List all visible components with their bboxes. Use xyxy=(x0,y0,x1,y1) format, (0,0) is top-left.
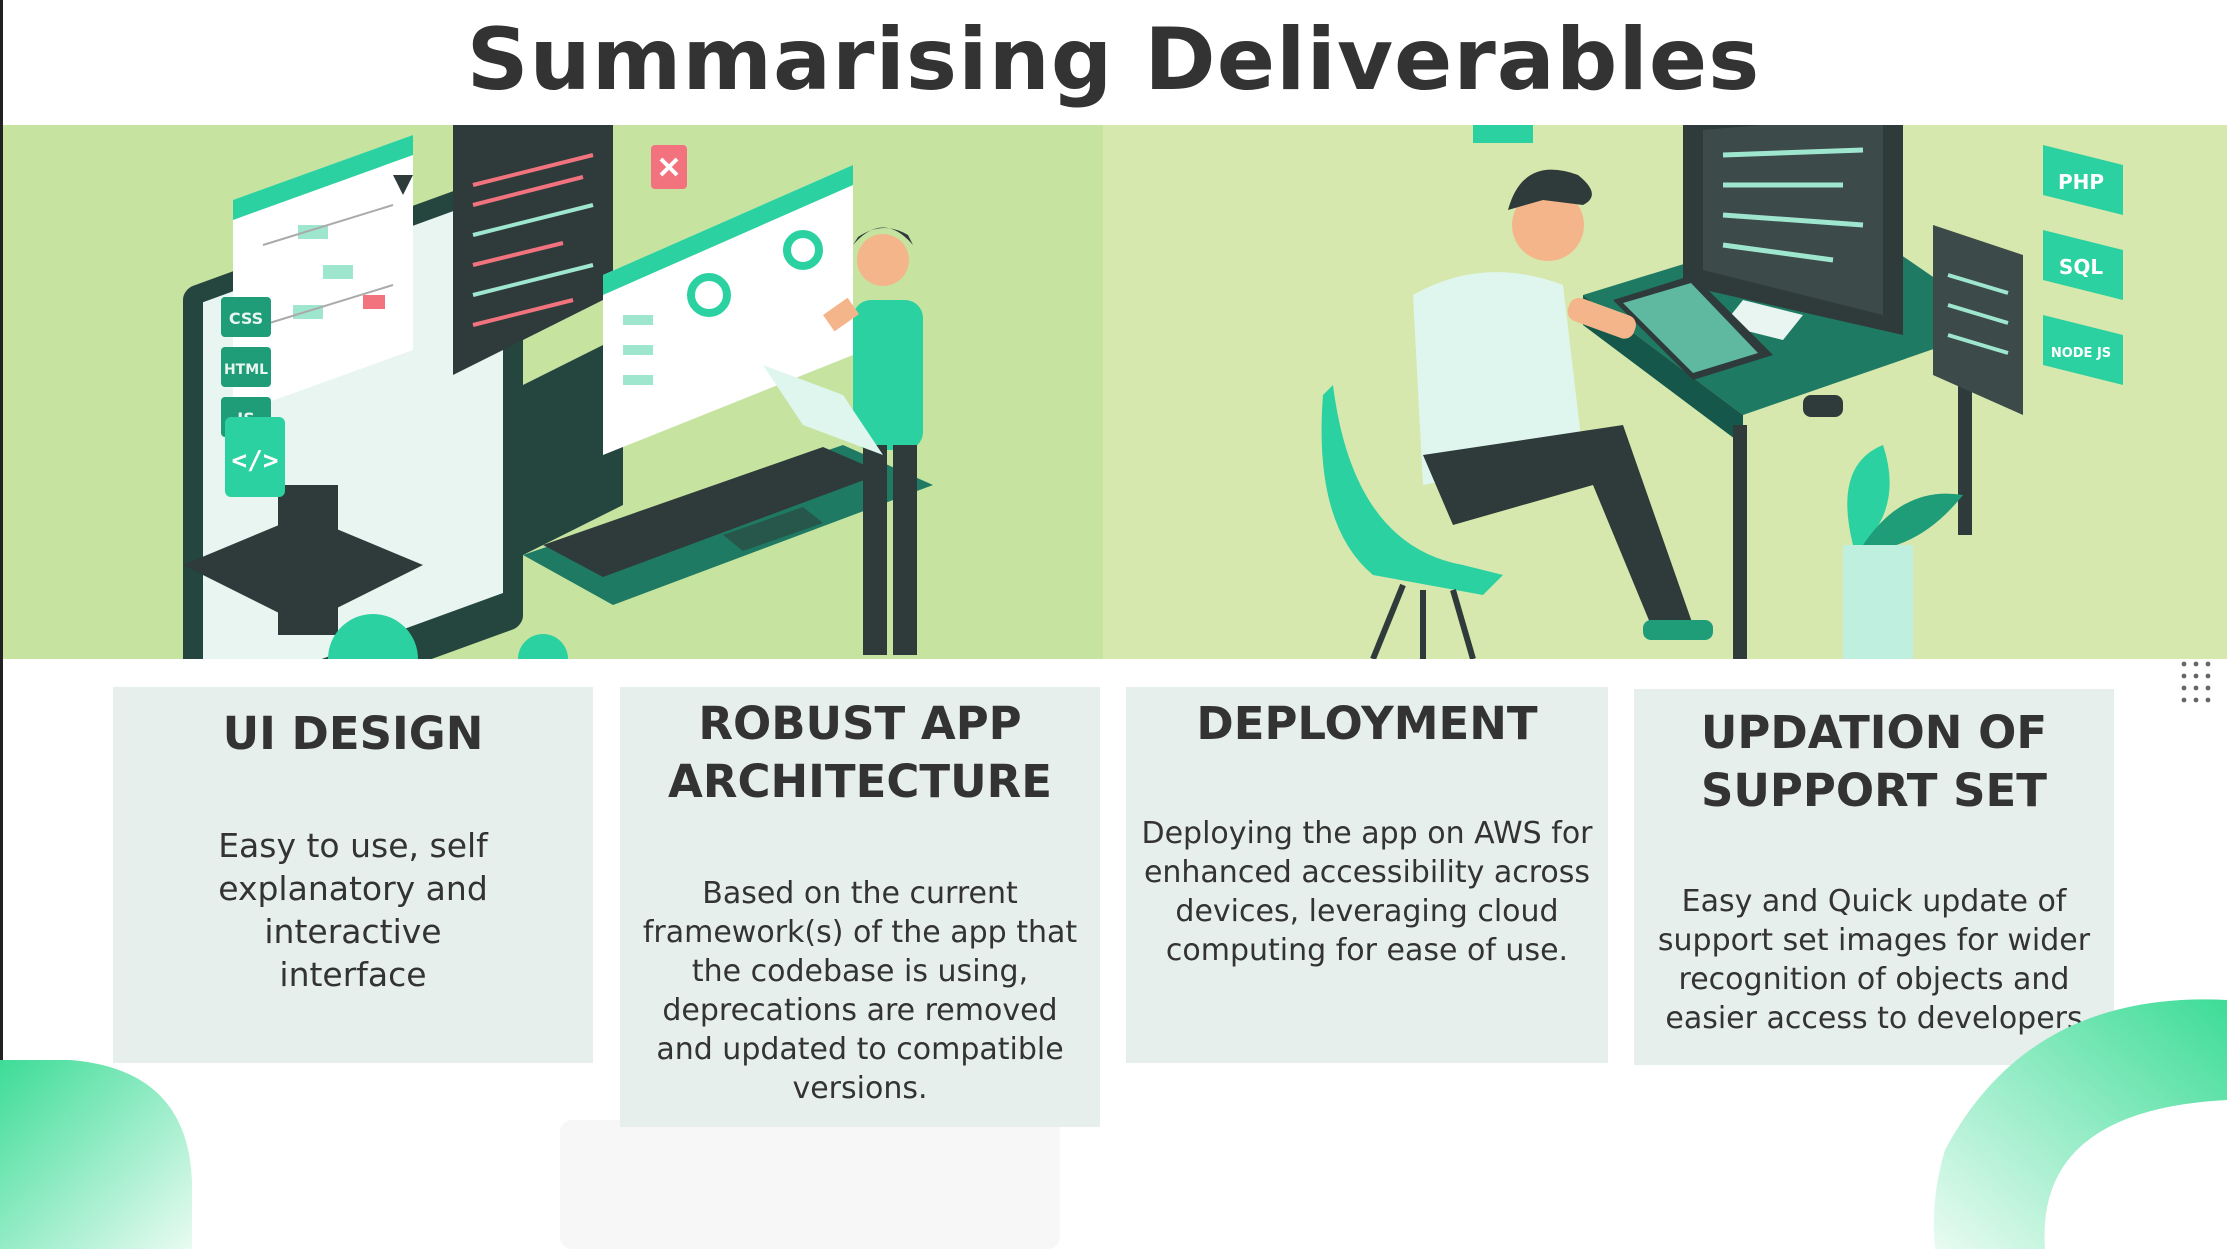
dot-grid-decoration xyxy=(2181,661,2211,703)
card-description-line: recognition of objects and xyxy=(1678,962,2070,997)
html-badge: HTML xyxy=(221,347,271,387)
close-icon xyxy=(651,145,687,189)
card-updation-of-support-set: UPDATION OF SUPPORT SET Easy and Quick u… xyxy=(1634,689,2114,1065)
css-badge: CSS xyxy=(221,297,271,337)
card-title-line: UPDATION OF xyxy=(1700,706,2048,759)
card-description-line: explanatory and interactive xyxy=(218,869,488,951)
plant-icon xyxy=(1843,445,1963,659)
standing-person xyxy=(763,227,923,655)
nodejs-badge-label: NODE JS xyxy=(2051,346,2111,361)
card-robust-app-architecture: ROBUST APP ARCHITECTURE Based on the cur… xyxy=(620,687,1100,1127)
css-badge-label: CSS xyxy=(229,309,263,328)
mouse-icon xyxy=(1803,395,1843,417)
card-title-line: SUPPORT SET xyxy=(1700,764,2047,817)
html-badge-label: HTML xyxy=(224,362,268,378)
code-brackets-icon: </> xyxy=(225,417,285,497)
sql-badge: SQL xyxy=(2043,230,2123,300)
gear-icon-bottom-2 xyxy=(518,634,568,659)
keyboard xyxy=(1613,275,1773,380)
card-title: DEPLOYMENT xyxy=(1126,695,1608,753)
chair xyxy=(1321,385,1503,659)
card-description-line: easier access to developers xyxy=(1665,1001,2083,1036)
card-description: Easy and Quick update of support set ima… xyxy=(1648,882,2100,1038)
floating-element xyxy=(1473,125,1533,143)
slide-left-border xyxy=(0,0,3,1249)
card-description-line: interface xyxy=(279,955,427,994)
card-title: ROBUST APP ARCHITECTURE xyxy=(620,695,1100,811)
card-description-line: the codebase is using, xyxy=(691,954,1029,989)
slide-title: Summarising Deliverables xyxy=(466,10,1761,110)
card-description-line: Deploying the app on AWS for xyxy=(1141,816,1593,851)
card-title: UPDATION OF SUPPORT SET xyxy=(1634,704,2114,820)
card-description-line: versions. xyxy=(792,1071,928,1106)
computer-monitor xyxy=(1683,125,1903,340)
card-description: Based on the current framework(s) of the… xyxy=(634,874,1086,1108)
card-description-line: Based on the current xyxy=(702,876,1018,911)
svg-text:</>: </> xyxy=(232,446,279,476)
seated-person xyxy=(1413,169,1713,640)
card-description-line: Easy and Quick update of xyxy=(1681,884,2067,919)
settings-panel xyxy=(603,165,853,455)
card-title-line: ROBUST APP xyxy=(698,697,1022,750)
flowchart-panel xyxy=(233,135,413,415)
nodejs-badge: NODE JS xyxy=(2043,315,2123,385)
sql-badge-label: SQL xyxy=(2059,255,2103,279)
laptop-icon xyxy=(523,335,933,605)
gear-icon-bottom xyxy=(328,614,418,659)
card-title-line: ARCHITECTURE xyxy=(668,755,1052,808)
green-blob-decoration xyxy=(0,1060,193,1249)
card-title-line: UI DESIGN xyxy=(222,707,484,760)
card-title: UI DESIGN xyxy=(113,705,593,763)
card-deployment: DEPLOYMENT Deploying the app on AWS for … xyxy=(1126,687,1608,1063)
card-title-line: DEPLOYMENT xyxy=(1196,697,1538,750)
php-badge: PHP xyxy=(2043,145,2123,215)
card-description-line: enhanced accessibility across xyxy=(1143,855,1591,890)
background-laptop-watermark xyxy=(560,1120,1060,1249)
green-ring-decoration xyxy=(1933,999,2227,1249)
illustration-banner: CSS HTML JS </> xyxy=(3,125,2227,659)
card-description: Deploying the app on AWS for enhanced ac… xyxy=(1140,814,1594,970)
code-window xyxy=(1933,225,2023,415)
card-ui-design: UI DESIGN Easy to use, self explanatory … xyxy=(113,687,593,1063)
card-description-line: computing for ease of use. xyxy=(1165,933,1569,968)
card-description-line: devices, leveraging cloud xyxy=(1175,894,1559,929)
card-description-line: support set images for wider xyxy=(1657,923,2091,958)
gear-icon-2 xyxy=(783,230,823,270)
code-panel xyxy=(453,125,613,375)
php-badge-label: PHP xyxy=(2058,170,2104,194)
gear-icon xyxy=(687,273,731,317)
card-description-line: framework(s) of the app that xyxy=(642,915,1078,950)
card-description-line: deprecations are removed xyxy=(662,993,1058,1028)
card-description: Easy to use, self explanatory and intera… xyxy=(127,824,579,996)
developer-illustration: CSS HTML JS </> xyxy=(3,125,2227,659)
card-description-line: Easy to use, self xyxy=(218,826,488,865)
handheld-laptop xyxy=(763,365,883,455)
card-description-line: and updated to compatible xyxy=(656,1032,1064,1067)
